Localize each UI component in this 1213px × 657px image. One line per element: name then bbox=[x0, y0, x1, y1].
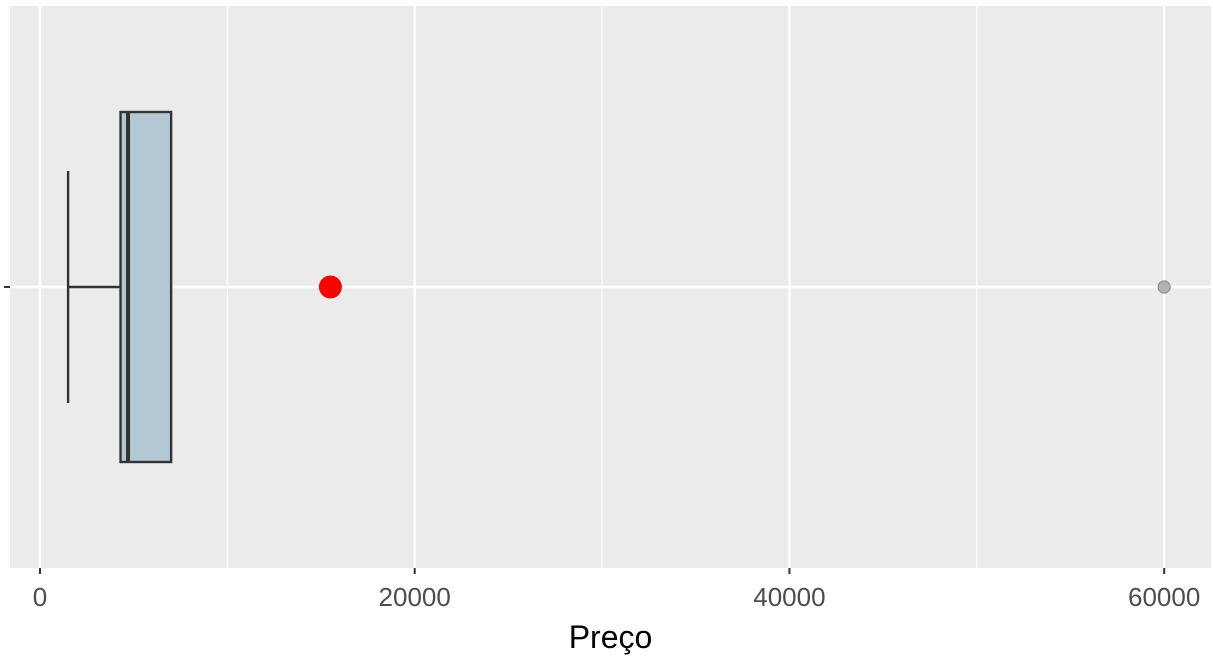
x-tick-label: 20000 bbox=[379, 582, 451, 612]
x-tick-labels: 0 20000 40000 60000 bbox=[33, 582, 1201, 612]
boxplot bbox=[66, 110, 173, 464]
x-tick-label: 60000 bbox=[1128, 582, 1200, 612]
x-axis-title: Preço bbox=[569, 619, 653, 655]
x-axis-ticks bbox=[38, 568, 1166, 574]
x-tick-label: 40000 bbox=[753, 582, 825, 612]
outlier-point bbox=[1157, 280, 1171, 294]
outlier-points bbox=[1157, 280, 1171, 294]
x-tick-label: 0 bbox=[33, 582, 47, 612]
highlight-point bbox=[318, 275, 342, 299]
